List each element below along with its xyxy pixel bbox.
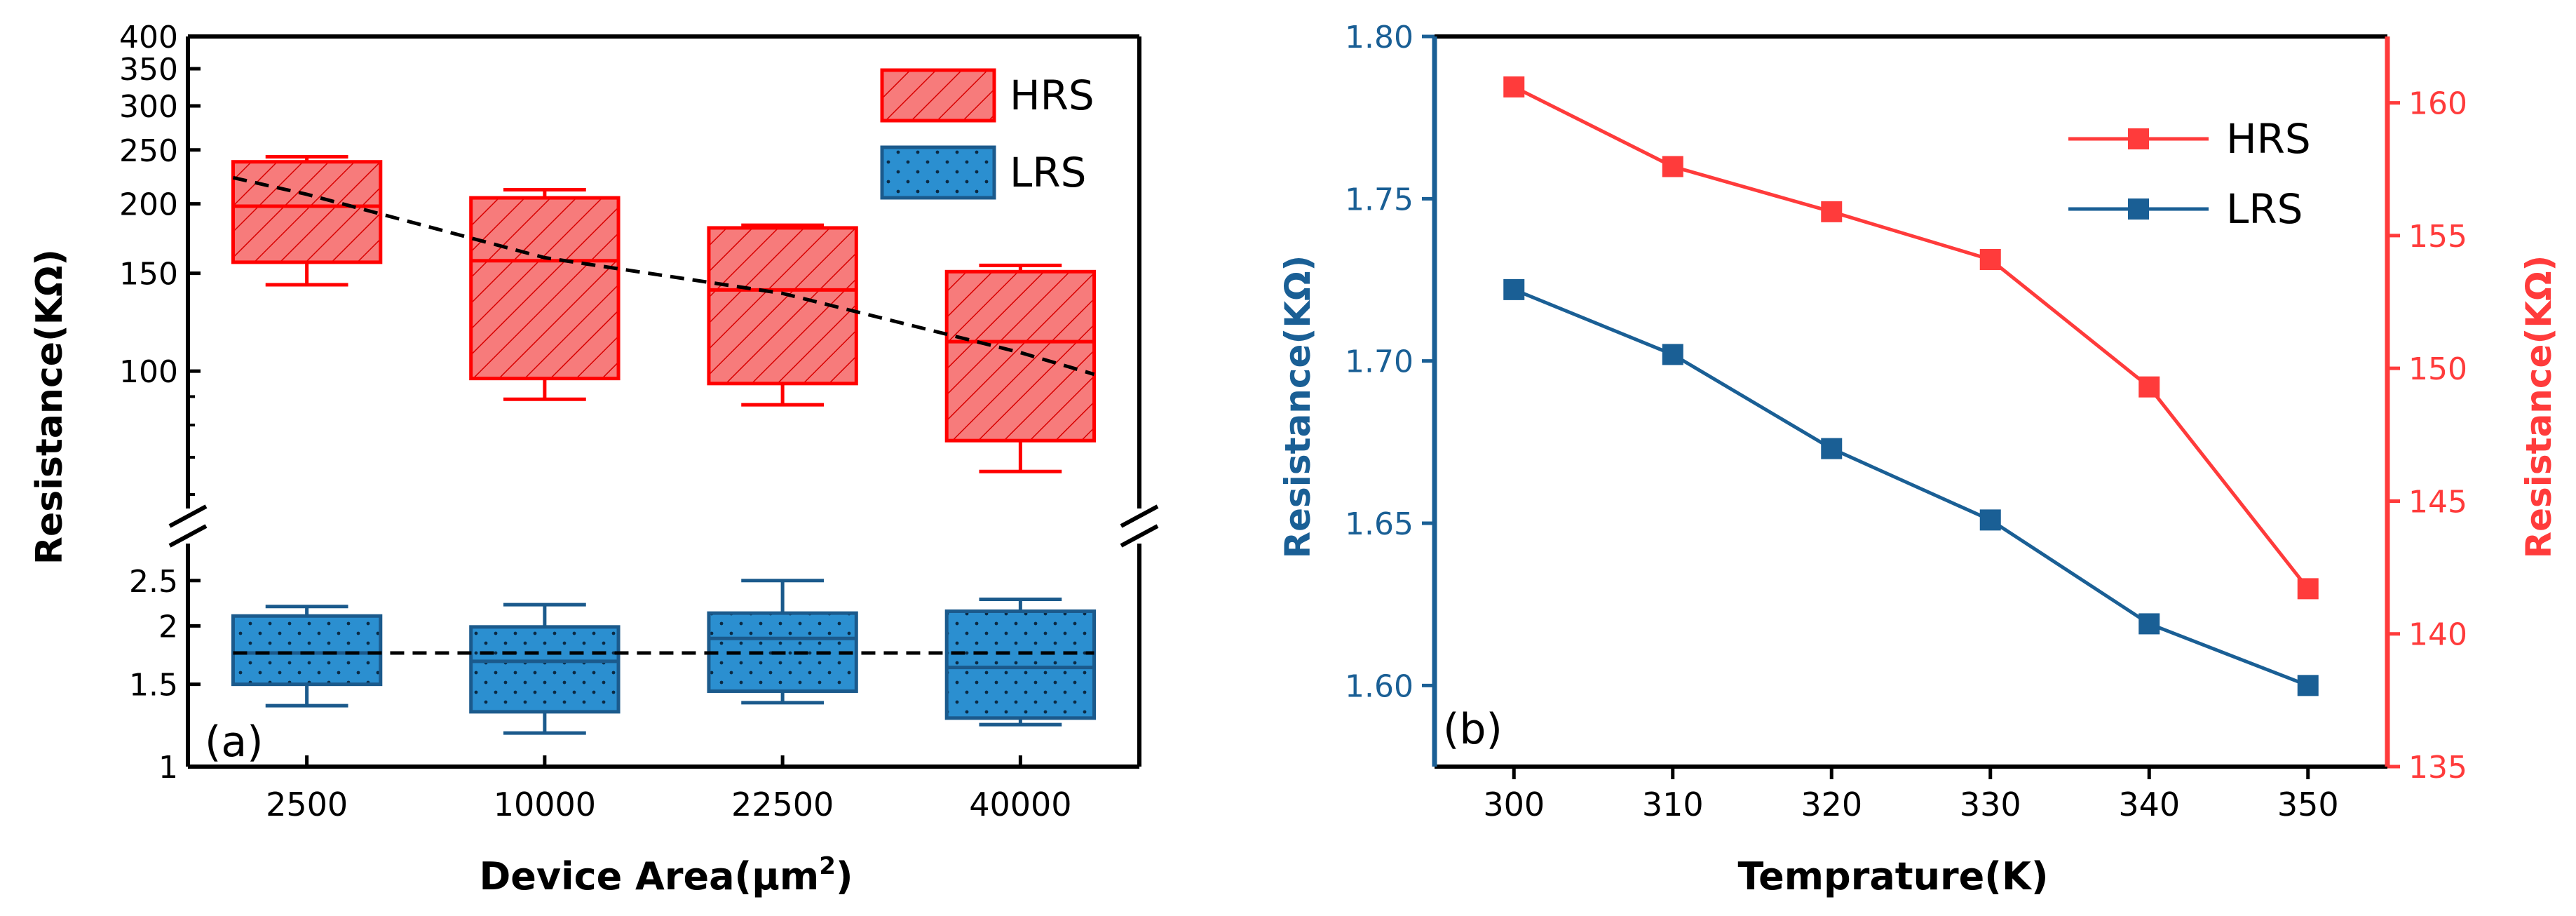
ytick-left-label-1.80: 1.80 (1345, 20, 1414, 55)
lrs-box-body (944, 609, 1097, 720)
lrs-point-350 (2297, 675, 2319, 696)
ytick-label-1.5: 1.5 (129, 668, 178, 703)
panel-b-label: (b) (1443, 705, 1503, 754)
hrs-point-340 (2138, 376, 2160, 398)
ytick-label-2.5: 2.5 (129, 564, 178, 600)
lrs-point-300 (1503, 278, 1525, 300)
hrs-trend-line (232, 175, 1095, 377)
xtick-label-2500: 2500 (266, 786, 348, 823)
lrs-box-40000 (944, 597, 1097, 727)
xtick-label-330: 330 (1960, 786, 2021, 823)
panel-a-xlabel: Device Area(μm2) (479, 852, 853, 898)
lrs-legend-marker (2128, 198, 2149, 220)
hrs-point-300 (1503, 76, 1525, 97)
hrs-box-body (469, 196, 621, 381)
ytick-label-350: 350 (119, 52, 178, 88)
ytick-right-label-140: 140 (2408, 617, 2467, 653)
panel-b-ylabel-left: Resistance(KΩ) (1277, 255, 1318, 559)
lrs-box-22500 (707, 579, 858, 705)
hrs-point-330 (1979, 248, 2001, 270)
hrs-box-22500 (707, 223, 858, 407)
lrs-point-320 (1821, 438, 1843, 459)
lrs-box-body (469, 625, 621, 714)
ytick-right-label-135: 135 (2408, 750, 2467, 786)
lrs-legend-label: LRS (2226, 185, 2303, 233)
panel-a-label: (a) (205, 718, 264, 767)
panel-a-ylabel: Resistance(KΩ) (29, 249, 71, 565)
ytick-right-label-145: 145 (2408, 484, 2467, 520)
panel-b-ylabel-right: Resistance(KΩ) (2519, 255, 2559, 559)
hrs-box-40000 (944, 263, 1097, 473)
ytick-label-100: 100 (119, 354, 178, 390)
lrs-legend-label: LRS (1010, 149, 1086, 196)
hrs-box-body (944, 269, 1097, 443)
ytick-right-label-160: 160 (2408, 86, 2467, 122)
panel-b-legend: HRS LRS (2068, 115, 2311, 233)
lrs-legend-swatch (880, 145, 996, 200)
hrs-point-310 (1662, 156, 1683, 177)
hrs-box-2500 (231, 155, 383, 287)
ytick-left-label-1.70: 1.70 (1345, 344, 1414, 380)
axis-break-mark (168, 504, 208, 528)
hrs-legend-label: HRS (2226, 115, 2311, 163)
xtick-label-340: 340 (2118, 786, 2180, 823)
panel-b-line-chart: 1.60 1.65 1.70 1.75 1.80 135 140 145 150 155 160 30… (1277, 20, 2559, 898)
hrs-box-10000 (469, 188, 621, 401)
ytick-label-150: 150 (119, 257, 178, 292)
lrs-box-10000 (469, 602, 621, 735)
lrs-box-2500 (231, 605, 383, 708)
ytick-right-label-150: 150 (2408, 351, 2467, 387)
ytick-label-200: 200 (119, 187, 178, 223)
lrs-point-340 (2138, 613, 2160, 635)
hrs-legend-label: HRS (1010, 72, 1094, 119)
hrs-legend-swatch (880, 68, 996, 123)
ytick-label-1: 1 (158, 750, 178, 786)
hrs-box-body (231, 160, 383, 264)
hrs-line (1513, 85, 2310, 590)
xtick-label-300: 300 (1483, 786, 1545, 823)
lrs-point-310 (1662, 344, 1683, 365)
xtick-label-22500: 22500 (731, 786, 834, 823)
axis-break-mark (1120, 504, 1159, 528)
xtick-label-310: 310 (1642, 786, 1704, 823)
ytick-label-400: 400 (119, 20, 178, 55)
lrs-line (1513, 288, 2309, 687)
ytick-label-2: 2 (158, 609, 178, 645)
ytick-left-label-1.75: 1.75 (1345, 182, 1414, 217)
ytick-label-300: 300 (119, 89, 178, 125)
axis-break-mark (168, 524, 208, 548)
panel-b-xlabel: Temprature(K) (1738, 854, 2049, 898)
xtick-label-10000: 10000 (494, 786, 596, 823)
ytick-right-label-155: 155 (2408, 219, 2467, 255)
axis-break-mark (1120, 524, 1159, 548)
panel-a-legend: HRS LRS (880, 68, 1094, 200)
hrs-point-320 (1821, 201, 1843, 222)
ytick-left-label-1.65: 1.65 (1345, 506, 1414, 542)
ytick-left-label-1.60: 1.60 (1345, 668, 1414, 704)
lrs-box-body (231, 614, 383, 687)
xtick-label-350: 350 (2277, 786, 2339, 823)
lrs-point-330 (1979, 509, 2001, 531)
hrs-point-350 (2297, 578, 2319, 600)
ytick-label-250: 250 (119, 133, 178, 169)
hrs-legend-marker (2128, 128, 2149, 149)
xtick-label-320: 320 (1801, 786, 1862, 823)
xtick-label-40000: 40000 (969, 786, 1071, 823)
